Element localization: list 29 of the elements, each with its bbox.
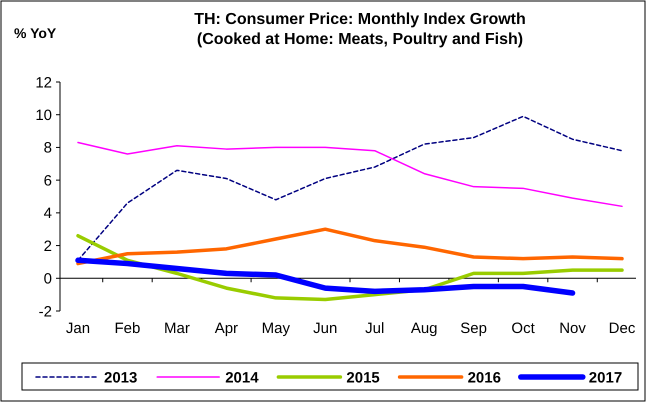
y-tick-label: -2 (38, 303, 52, 320)
y-axis-title: % YoY (14, 25, 57, 41)
x-tick-label: Jun (313, 320, 338, 337)
x-tick-label: Jul (365, 320, 384, 337)
legend-label: 2015 (346, 369, 380, 386)
x-tick-label: Aug (410, 320, 438, 337)
legend-label: 2016 (468, 369, 501, 386)
x-tick-label: Dec (608, 320, 636, 337)
x-tick-label: Oct (511, 320, 536, 337)
y-tick-label: 0 (44, 270, 52, 288)
x-tick-label: Feb (114, 320, 140, 337)
y-tick-label: 2 (44, 238, 52, 255)
x-tick-label: Nov (559, 320, 586, 337)
x-tick-label: Jan (66, 320, 90, 337)
y-tick-label: 6 (44, 172, 52, 190)
chart-title: TH: Consumer Price: Monthly Index Growth (Cooked at Home: Meats, Poultry and Fish) (194, 11, 526, 48)
legend-label: 2013 (104, 369, 138, 386)
line-series (76, 227, 624, 266)
y-tick-label: 10 (35, 106, 52, 124)
y-tick-label: 12 (35, 74, 52, 92)
x-tick-label: Mar (164, 320, 190, 337)
y-tick-label: 4 (44, 205, 52, 222)
y-tick-label: 8 (44, 140, 52, 157)
x-tick-label: Apr (214, 320, 238, 337)
legend-label: 2014 (225, 369, 260, 386)
x-tick-label: May (262, 320, 290, 337)
legend-label: 2017 (588, 369, 622, 386)
x-tick-label: Sep (460, 320, 487, 337)
line-series (77, 142, 623, 208)
